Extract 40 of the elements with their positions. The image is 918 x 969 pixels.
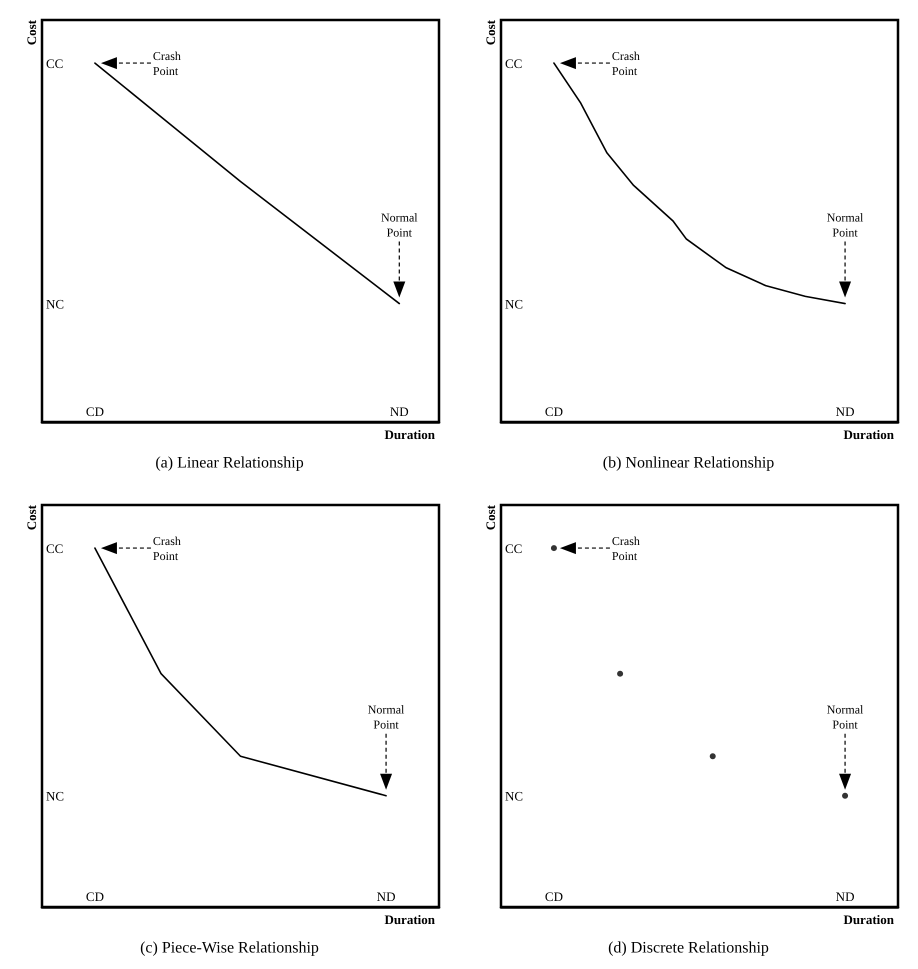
annotation: NC [505, 788, 524, 804]
text: (d) Discrete Relationship [608, 940, 769, 956]
text: (b) Nonlinear Relationship [602, 454, 774, 472]
text: (c) Piece-Wise Relationship [140, 940, 319, 956]
y-axis-title: Cost [24, 504, 39, 530]
point [710, 753, 716, 760]
x-tick-label: ND [390, 404, 409, 419]
annotation: CC [46, 541, 64, 556]
annotation: NC [505, 296, 524, 312]
y-axis-title: Cost [483, 19, 498, 46]
x-tick-label: ND [376, 889, 396, 904]
x-tick-label: ND [836, 404, 854, 419]
point [550, 545, 557, 552]
text: (a) Linear Relationship [155, 454, 304, 472]
x-tick-label: CD [544, 404, 563, 419]
point [617, 670, 624, 677]
annotation: NC [46, 788, 64, 804]
y-axis-title: Cost [483, 504, 498, 530]
annotation: CC [46, 56, 64, 72]
annotation: NC [46, 296, 64, 312]
point [842, 792, 848, 799]
x-axis-title: Duration [384, 912, 436, 927]
x-tick-label: CD [86, 404, 104, 419]
x-axis-title: Duration [384, 427, 436, 442]
annotation: Normal Point [380, 210, 418, 240]
x-tick-label: CD [86, 889, 104, 904]
annotation: CC [505, 541, 522, 556]
annotation: Crash Point [612, 534, 640, 564]
annotation: Normal Point [368, 702, 406, 732]
x-axis-title: Duration [843, 912, 895, 927]
x-tick-label: CD [544, 889, 563, 904]
annotation: Crash Point [612, 49, 640, 78]
x-tick-label: ND [836, 889, 854, 904]
annotation: Crash Point [152, 534, 181, 564]
annotation: Crash Point [152, 49, 181, 78]
annotation: Normal Point [826, 702, 864, 732]
annotation: CC [505, 56, 522, 72]
x-axis-title: Duration [843, 427, 895, 442]
y-axis-title: Cost [24, 19, 39, 46]
annotation: Normal Point [826, 210, 864, 240]
